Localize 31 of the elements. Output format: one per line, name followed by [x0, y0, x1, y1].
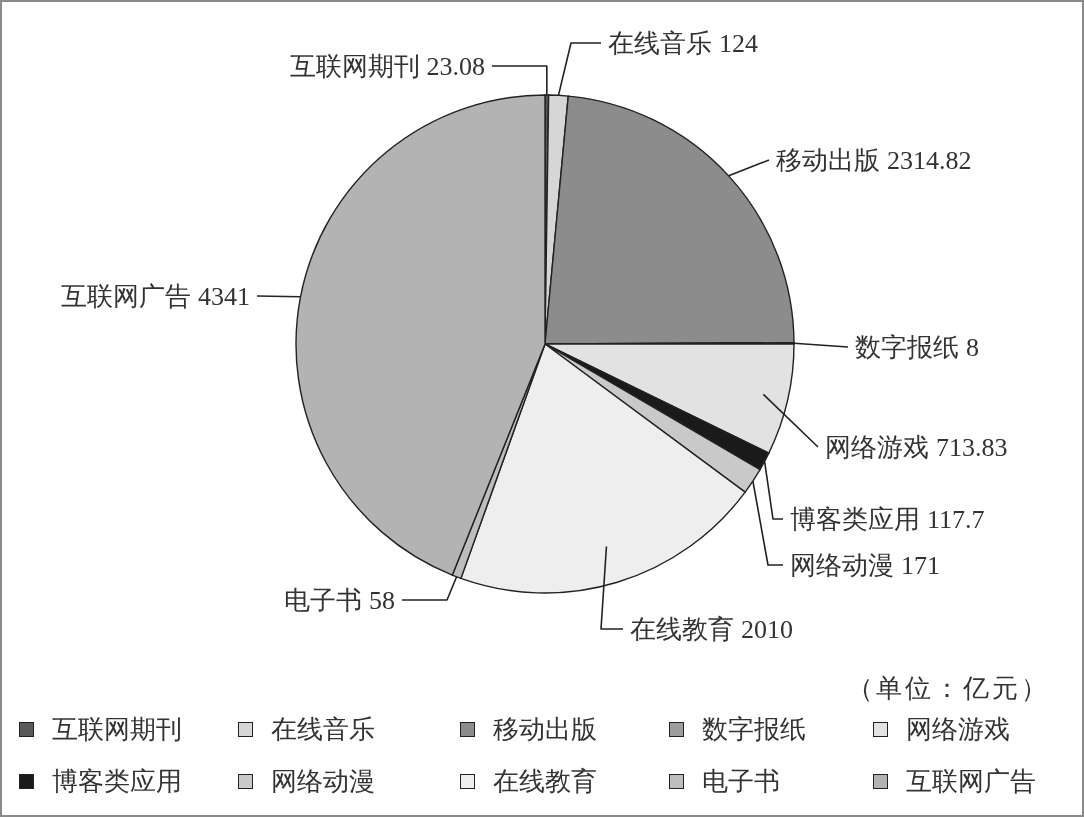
slice-label: 博客类应用 [790, 504, 920, 534]
slice-label: 移动出版 [776, 145, 880, 175]
data-label: 124 [719, 28, 758, 58]
legend-label: 电子书 [702, 765, 780, 798]
slice-label: 数字报纸 [855, 332, 959, 362]
legend-label: 网络游戏 [906, 713, 1010, 746]
slice-label: 网络游戏 [825, 432, 929, 462]
legend-label: 数字报纸 [702, 713, 806, 746]
slice-label: 电子书 [284, 585, 362, 615]
legend-label: 移动出版 [493, 713, 597, 746]
legend-label: 博客类应用 [52, 765, 182, 798]
data-label: 2010 [741, 614, 793, 644]
data-label: 23.08 [426, 51, 485, 81]
slice-label: 互联网广告 [61, 281, 191, 311]
slice-label: 互联网期刊 [289, 51, 420, 81]
data-label: 8 [966, 332, 979, 362]
data-label: 4341 [198, 281, 250, 311]
data-label: 2314.82 [887, 145, 972, 175]
legend-label: 在线音乐 [271, 713, 375, 746]
data-label: 117.7 [927, 504, 985, 534]
text: （单位：亿元） [847, 673, 1050, 705]
data-label: 713.83 [936, 432, 1008, 462]
legend-label: 在线教育 [493, 765, 597, 798]
data-label: 171 [901, 550, 940, 580]
slice-label: 在线教育 [630, 614, 734, 644]
legend-label: 互联网广告 [906, 765, 1036, 798]
slice-label: 在线音乐 [608, 28, 712, 58]
legend-label: 互联网期刊 [52, 713, 182, 746]
data-label: 58 [369, 585, 395, 615]
slice-label: 网络动漫 [790, 550, 894, 580]
legend-label: 网络动漫 [271, 765, 375, 798]
